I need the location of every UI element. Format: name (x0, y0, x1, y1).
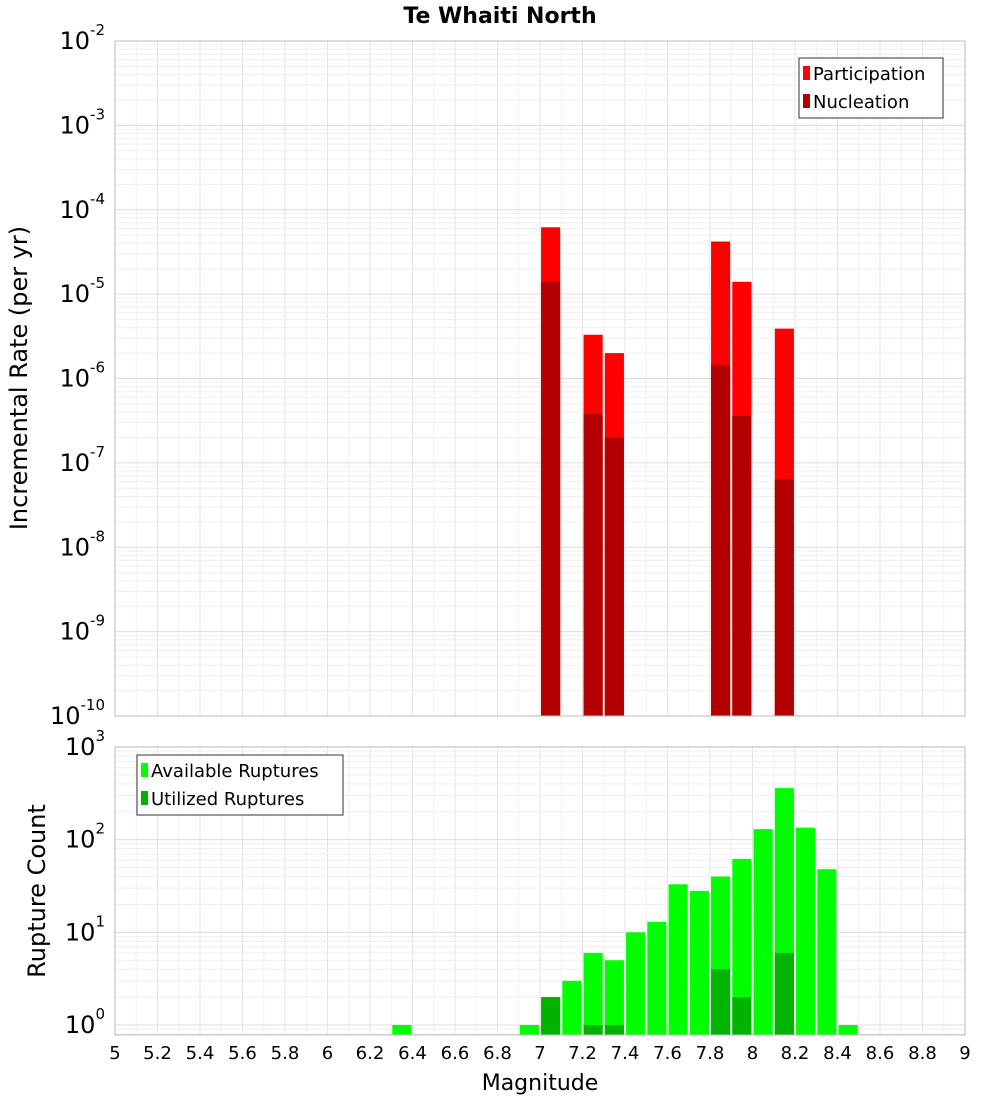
chart-title: Te Whaiti North (403, 4, 596, 29)
available-ruptures-bar (796, 827, 816, 1035)
x-tick-label: 8 (747, 1043, 758, 1064)
top-y-ticks: 10-10 10-9 10-8 10-7 10-6 10-5 10-4 10-3 10-2 (50, 21, 105, 730)
top-y-tick-label: 10-8 (59, 527, 105, 561)
nucleation-bar (541, 281, 561, 716)
x-tick-label: 5.2 (143, 1043, 172, 1064)
x-tick-label: 6.8 (483, 1043, 512, 1064)
utilized-ruptures-bar (711, 969, 731, 1035)
bottom-bars (392, 788, 858, 1035)
bottom-y-ticks: 100 101 102 103 (65, 727, 105, 1039)
legend-swatch-participation (803, 66, 810, 80)
legend-swatch-nucleation (803, 94, 810, 108)
legend-label-utilized: Utilized Ruptures (151, 789, 304, 810)
nucleation-bar (604, 437, 624, 716)
bottom-plot-frame (114, 746, 966, 1036)
utilized-ruptures-bar (583, 1025, 603, 1035)
x-axis-ticks: 5 5.2 5.4 5.6 5.8 6 6.2 6.4 6.6 6.8 7 7.2 7.4 7.6 7.8 8… (109, 1043, 970, 1064)
bottom-legend: Available Ruptures Utilized Ruptures (136, 754, 344, 816)
nucleation-bar (711, 364, 731, 716)
top-y-tick-label: 10-6 (59, 359, 105, 393)
x-tick-label: 7.6 (653, 1043, 682, 1064)
legend-label-available: Available Ruptures (151, 761, 319, 782)
x-tick-label: 5.8 (271, 1043, 300, 1064)
top-y-axis-label: Incremental Rate (per yr) (5, 226, 33, 530)
available-ruptures-bar (583, 952, 603, 1035)
nucleation-bar (774, 479, 794, 716)
available-ruptures-bar (732, 858, 752, 1035)
legend-label-nucleation: Nucleation (813, 92, 909, 113)
x-tick-label: 6.4 (398, 1043, 427, 1064)
nucleation-bar (732, 415, 752, 716)
available-ruptures-bar (753, 829, 773, 1035)
x-tick-label: 9 (959, 1043, 970, 1064)
bottom-y-tick-label: 100 (65, 1005, 105, 1039)
bottom-legend-box (136, 754, 344, 816)
available-ruptures-bar (562, 980, 582, 1035)
rupture-count-plot: 100 101 102 103 Rupture Count Available Rup… (23, 727, 966, 1039)
available-ruptures-bar (817, 869, 837, 1035)
top-y-tick-label: 10-10 (50, 696, 105, 730)
available-ruptures-bar (519, 1025, 539, 1035)
nucleation-bar (583, 413, 603, 716)
available-ruptures-bar (392, 1025, 412, 1035)
x-axis-label: Magnitude (482, 1071, 599, 1096)
top-y-tick-label: 10-5 (59, 274, 105, 308)
available-ruptures-bar (604, 960, 624, 1035)
top-y-tick-label: 10-4 (59, 190, 105, 224)
participation-nucleation-plot: 10-10 10-9 10-8 10-7 10-6 10-5 10-4 10-3 10-2 In… (5, 21, 966, 730)
legend-swatch-available (141, 763, 148, 777)
x-tick-label: 5.4 (186, 1043, 215, 1064)
top-y-tick-label: 10-2 (59, 21, 105, 55)
x-tick-label: 8.2 (781, 1043, 810, 1064)
x-tick-label: 7 (534, 1043, 545, 1064)
top-grid (114, 40, 966, 717)
utilized-ruptures-bar (604, 1025, 624, 1035)
available-ruptures-bar (689, 890, 709, 1035)
top-y-tick-label: 10-3 (59, 105, 105, 139)
top-y-tick-label: 10-9 (59, 612, 105, 646)
x-tick-label: 6.2 (356, 1043, 385, 1064)
bottom-y-tick-label: 101 (65, 912, 105, 946)
available-ruptures-bar (626, 932, 646, 1035)
x-tick-label: 6.6 (441, 1043, 470, 1064)
top-legend: Participation Nucleation (798, 57, 944, 119)
top-legend-box (798, 57, 944, 119)
x-tick-label: 5.6 (228, 1043, 257, 1064)
top-y-tick-label: 10-7 (59, 443, 105, 477)
utilized-ruptures-bar (541, 997, 561, 1035)
available-ruptures-bar (838, 1025, 858, 1035)
x-tick-label: 7.8 (696, 1043, 725, 1064)
x-tick-label: 7.4 (611, 1043, 640, 1064)
legend-swatch-utilized (141, 791, 148, 805)
x-tick-label: 8.4 (823, 1043, 852, 1064)
available-ruptures-bar (647, 921, 667, 1035)
x-tick-label: 7.2 (568, 1043, 597, 1064)
available-ruptures-bar (668, 884, 688, 1035)
legend-label-participation: Participation (813, 64, 925, 85)
bottom-y-axis-label: Rupture Count (23, 804, 51, 978)
x-tick-label: 8.6 (866, 1043, 895, 1064)
top-plot-frame (114, 40, 966, 717)
utilized-ruptures-bar (732, 997, 752, 1035)
x-tick-label: 5 (109, 1043, 120, 1064)
utilized-ruptures-bar (774, 952, 794, 1035)
bottom-y-tick-label: 102 (65, 820, 105, 854)
bottom-y-tick-label: 103 (65, 727, 105, 761)
x-tick-label: 6 (322, 1043, 333, 1064)
x-tick-label: 8.8 (908, 1043, 937, 1064)
top-bars (541, 227, 794, 717)
